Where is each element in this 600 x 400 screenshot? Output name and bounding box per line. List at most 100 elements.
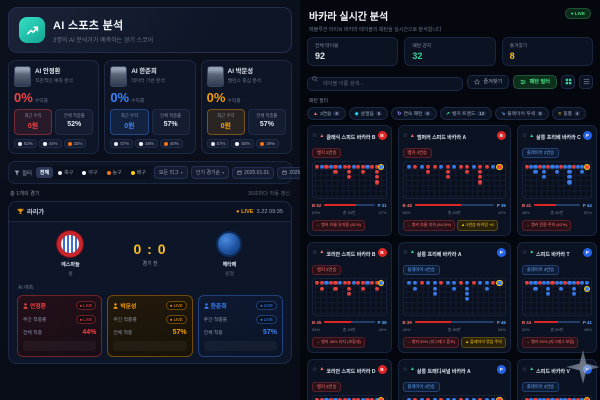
banker-dot [524, 281, 530, 286]
pattern-chip-label: 3연승 [319, 112, 332, 117]
player-dot [406, 398, 411, 400]
favorite-star-icon[interactable]: ☆ [312, 249, 318, 256]
pattern-chip[interactable]: ↘ 플레이어 우세 8 [495, 107, 550, 120]
favorite-star-icon[interactable]: ☆ [521, 249, 528, 256]
prediction-card[interactable]: 한준희 ● LIVE 주간 적중률 ● LIVE 전체 적중 57% [197, 295, 283, 357]
player-dot [324, 281, 329, 286]
rate-caption: 수익률 [34, 99, 49, 104]
favorite-star-icon[interactable]: ☆ [402, 249, 408, 256]
baccarat-table-card[interactable]: ☆ ▲ 엠퍼러 스피드 바카라 A B 뱅커 4연승 B 48 P 35 58% 총 83판 42… [397, 125, 511, 236]
analyst-rate: 0% 수익률 [14, 90, 49, 105]
analyst-role: 직관적인 예측 분석 [35, 79, 73, 84]
list-view-button[interactable] [579, 74, 593, 89]
soccer-icon [58, 170, 63, 175]
sport-tab-baseball[interactable]: 야구 [78, 167, 101, 178]
analyst-avatar [14, 66, 31, 87]
analyst-header: AI 한준희 데이터 기반 분석 [110, 66, 189, 87]
banker-dot [546, 398, 551, 400]
player-dot [558, 398, 564, 400]
home-team: 에스파뇰 홈 [30, 231, 110, 277]
analyst-card[interactable]: AI 박문성 밸런스 중심 분석 0% 수익률 최근 수익 0원 전체 적중률 57% 57% 5… [200, 60, 292, 154]
baseball-icon [82, 170, 87, 175]
player-percent: 37% [378, 209, 387, 215]
sport-tab-volleyball[interactable]: 배구 [127, 167, 150, 178]
grid-view-button[interactable] [561, 74, 575, 89]
favorite-star-icon[interactable]: ☆ [312, 366, 318, 373]
total-hit-label: 전체 적중 [113, 331, 133, 336]
banker-ratio-fill [414, 321, 452, 324]
baccarat-table-card[interactable]: ☆ ▲ 클래식 스피드 바카라 B B 뱅커 3연승 B 52 P 31 63% 총 83판 37… [307, 125, 392, 236]
player-dot [452, 164, 457, 169]
analyst-card[interactable]: AI 안정환 직관적인 예측 분석 0% 수익률 최근 수익 0원 전체 적중률 52% 52%… [8, 60, 100, 154]
player-dot [328, 164, 334, 169]
pattern-chip[interactable]: ▲ 3연승 8 [307, 107, 346, 120]
pattern-chip[interactable]: ↗ 뱅커 트렌드 12 [439, 107, 493, 120]
player-dot [365, 281, 370, 286]
player-dot [546, 286, 551, 291]
favorites-button[interactable]: 즐겨찾기 [467, 74, 510, 89]
banker-dot [563, 281, 568, 286]
baccarat-table-card[interactable]: ☆ ▲ 살롱 프리베 바카라 A P 플레이어 4연승 B 39 P 46 46% 총 85판 5… [397, 241, 511, 353]
stat-value: 8 [509, 51, 515, 61]
search-input[interactable] [307, 77, 464, 91]
baccarat-table-card[interactable]: ☆ ▲ 살롱 프리베 바카라 C P 플레이어 2연승 B 41 P 44 48% 총 85판 5… [516, 125, 597, 236]
match-card[interactable]: 라리가 ● LIVE 3.22 09:35 에스파뇰 홈 0 : 0 경기 전 헤… [8, 201, 292, 364]
league-dropdown[interactable]: 모든 리그 ▾ [153, 166, 188, 179]
banker-dot [360, 169, 366, 174]
player-dot [567, 175, 572, 180]
player-dot [471, 164, 476, 169]
banker-dot [319, 281, 324, 286]
player-dot [571, 281, 576, 286]
basketball-icon [106, 170, 111, 175]
favorite-star-icon[interactable]: ☆ [521, 133, 528, 139]
sport-tab-soccer[interactable]: 축구 [54, 167, 77, 178]
analyst-card[interactable]: AI 한준희 데이터 기반 분석 0% 수익률 최근 수익 0원 전체 적중률 57% 57% 4… [104, 60, 196, 154]
recent-profit-stat: 최근 수익 0원 [14, 109, 53, 135]
hit-rate-stat: 전체 적중률 57% [151, 109, 190, 135]
stat-label: 패턴 감지 [412, 44, 432, 49]
prediction-card[interactable]: 안정환 ● LIVE 주간 적중률 ● LIVE 전체 적중 44% [17, 295, 103, 357]
refresh-info: 30초마다 자동 갱신 [247, 191, 290, 197]
date-from-input[interactable]: 2025.01.01 [232, 166, 275, 179]
grid-icon [565, 78, 571, 85]
player-dot [571, 398, 576, 400]
baccarat-table-card[interactable]: ☆ ▲ 코리안 스피드 바카라 B B 뱅커 2연승 B 45 P 38 54% 총 83판 46… [307, 241, 392, 353]
banker-dot [338, 398, 343, 400]
baccarat-title: 바카라 실시간 분석 [309, 12, 389, 23]
baccarat-table-card[interactable]: ☆ ▲ 스피드 바카라 T P 플레이어 3연승 B 44 P 41 52% 총 85판 48% →… [516, 241, 597, 353]
sport-tab-all[interactable]: 전체 [35, 167, 54, 178]
table-name: 살롱 트래디셔널 바카라 A [416, 368, 471, 375]
analyst-avatar [206, 66, 224, 87]
pattern-chip[interactable]: ↻ 연속 패턴 6 [391, 107, 437, 120]
player-dot [529, 164, 534, 169]
banker-dot [333, 286, 338, 291]
rate-caption: 수익률 [131, 99, 145, 104]
player-dot [413, 281, 418, 286]
banker-dot [537, 164, 542, 169]
favorite-star-icon[interactable]: ☆ [521, 366, 528, 373]
sort-dropdown[interactable]: 인기 경기순 ▾ [190, 166, 230, 179]
favorite-star-icon[interactable]: ☆ [402, 133, 408, 139]
banker-dot [333, 164, 338, 169]
person-icon [23, 302, 28, 309]
volleyball-icon [130, 170, 135, 175]
pattern-filter-button[interactable]: 패턴 필터 [513, 74, 557, 89]
person-icon [204, 302, 209, 309]
basketball-stat-badge: 40% [159, 139, 183, 148]
stat-value: 92 [315, 51, 326, 61]
pattern-chip[interactable]: ◆ 살얼음 5 [348, 107, 389, 120]
pattern-chip[interactable]: ≈ 핑퐁 4 [552, 107, 587, 120]
big-road-grid [402, 277, 506, 316]
sport-tab-basketball[interactable]: 농구 [103, 167, 126, 178]
favorite-star-icon[interactable]: ☆ [312, 133, 318, 139]
result-badge: P [496, 247, 506, 257]
analyst-rate: 0% 수익률 [206, 90, 241, 105]
player-count: P 41 [582, 319, 592, 325]
favorite-star-icon[interactable]: ☆ [402, 366, 408, 373]
analyst-rate: 0% 수익률 [110, 90, 145, 105]
stat-card: 전체 테이블 92 [307, 37, 399, 66]
stat-card: 즐겨찾기 8 [501, 37, 593, 66]
prediction-card[interactable]: 박문성 ● LIVE 주간 적중률 ● LIVE 전체 적중 57% [107, 295, 193, 357]
